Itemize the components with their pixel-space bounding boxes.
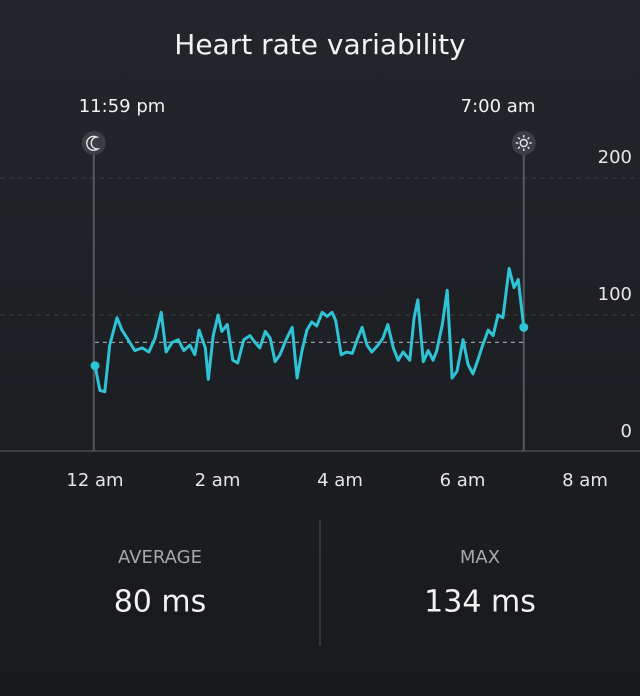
sun-ray (527, 136, 530, 140)
sleep-marker-label: 11:59 pm (79, 96, 166, 117)
y-tick-label: 0 (621, 421, 632, 442)
chart-title: Heart rate variability (174, 28, 465, 61)
sun-icon (519, 138, 528, 148)
stat-label: MAX (460, 547, 500, 568)
x-tick-label: 6 am (440, 470, 486, 491)
end-point (519, 322, 529, 332)
moon-icon (86, 135, 101, 151)
sun-ray (527, 146, 530, 150)
sun-ray (517, 146, 521, 150)
end-point (90, 361, 100, 371)
stat-value: 134 ms (424, 585, 536, 620)
y-tick-label: 100 (598, 284, 632, 305)
sun-ray (517, 136, 521, 140)
sleep-marker-icon-bg (511, 131, 536, 155)
stat-label: AVERAGE (118, 547, 202, 568)
hrv-line (93, 266, 526, 394)
x-tick-label: 2 am (195, 470, 241, 491)
x-tick-label: 8 am (562, 470, 608, 491)
x-tick-label: 4 am (317, 470, 363, 491)
sleep-marker-icon-bg (81, 131, 106, 155)
stat-value: 80 ms (114, 585, 207, 620)
sleep-marker-label: 7:00 am (461, 96, 536, 117)
y-tick-label: 200 (598, 147, 632, 168)
x-tick-label: 12 am (66, 470, 123, 491)
